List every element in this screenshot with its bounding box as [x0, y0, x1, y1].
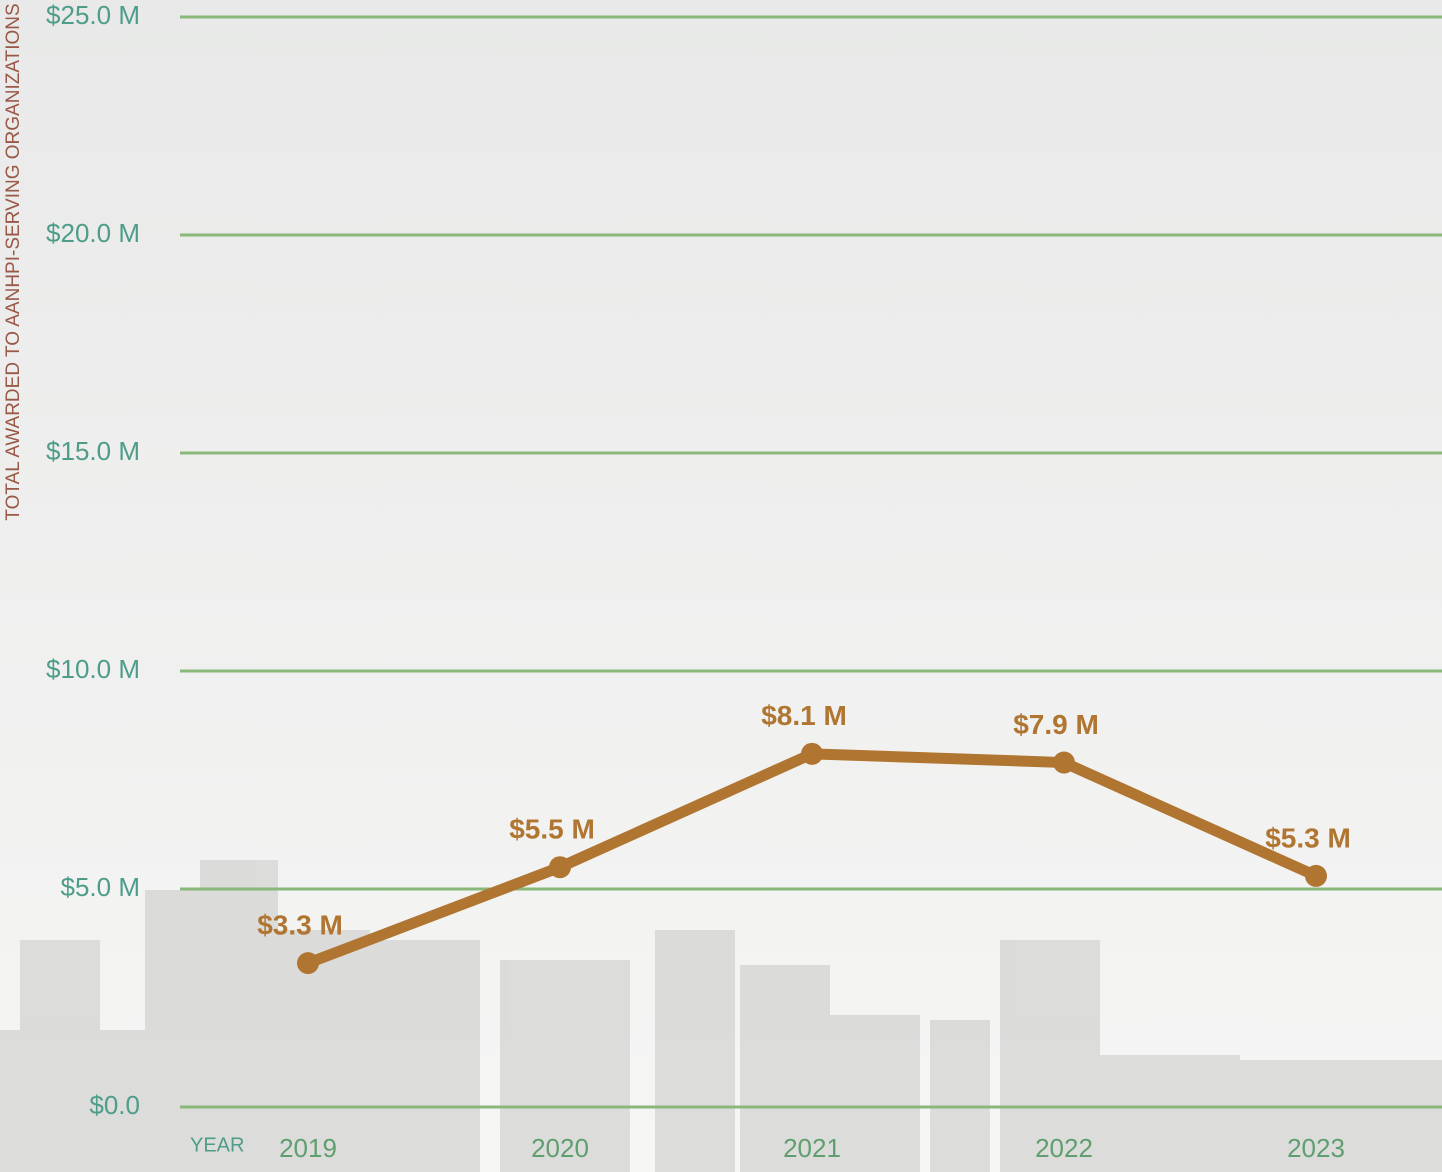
y-tick-label: $20.0 M	[46, 218, 140, 248]
data-label: $3.3 M	[257, 910, 343, 941]
data-label: $5.3 M	[1265, 822, 1351, 853]
data-label: $7.9 M	[1013, 709, 1099, 740]
y-axis-title: TOTAL AWARDED TO AANHPI-SERVING ORGANIZA…	[3, 3, 24, 520]
data-point	[801, 743, 823, 765]
data-label: $5.5 M	[509, 814, 595, 845]
data-point	[297, 952, 319, 974]
y-tick-label: $15.0 M	[46, 436, 140, 466]
y-tick-label: $5.0 M	[61, 872, 141, 902]
x-tick-label: 2020	[531, 1133, 589, 1163]
data-point	[1305, 865, 1327, 887]
y-tick-label: $25.0 M	[46, 0, 140, 30]
chart: TOTAL AWARDED TO AANHPI-SERVING ORGANIZA…	[0, 0, 1442, 1172]
x-axis-title: YEAR	[190, 1134, 244, 1156]
x-tick-label: 2021	[783, 1133, 841, 1163]
x-tick-label: 2019	[279, 1133, 337, 1163]
x-tick-label: 2023	[1287, 1133, 1345, 1163]
x-tick-label: 2022	[1035, 1133, 1093, 1163]
data-label: $8.1 M	[761, 700, 847, 731]
data-point	[1053, 752, 1075, 774]
data-point	[549, 856, 571, 878]
y-tick-label: $10.0 M	[46, 654, 140, 684]
y-tick-label: $0.0	[89, 1090, 140, 1120]
